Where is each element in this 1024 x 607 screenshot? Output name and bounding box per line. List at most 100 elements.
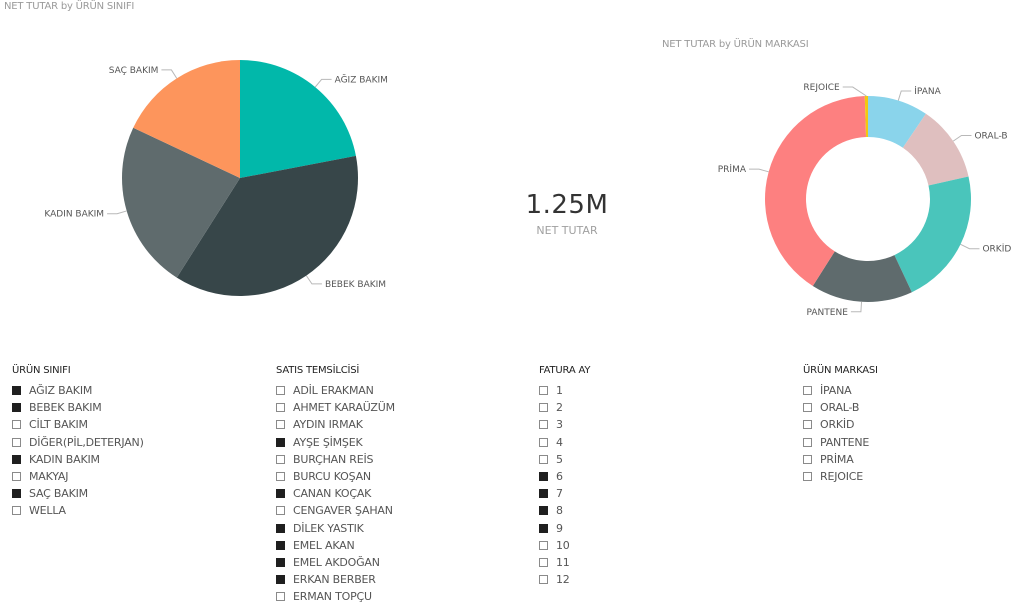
slicer-item[interactable]: DİLEK YASTIK <box>276 520 496 537</box>
checkbox-unchecked-icon[interactable] <box>539 437 548 447</box>
slicer-item[interactable]: 1 <box>539 382 739 399</box>
checkbox-checked-icon[interactable] <box>276 540 285 550</box>
slice-5[interactable] <box>864 96 868 138</box>
checkbox-checked-icon[interactable] <box>12 386 21 396</box>
slicer-item[interactable]: 12 <box>539 571 739 588</box>
checkbox-unchecked-icon[interactable] <box>12 420 21 430</box>
checkbox-unchecked-icon[interactable] <box>539 386 548 396</box>
slicer-item[interactable]: İPANA <box>803 382 1003 399</box>
checkbox-unchecked-icon[interactable] <box>539 403 548 413</box>
checkbox-unchecked-icon[interactable] <box>539 420 548 430</box>
slicer-item[interactable]: 5 <box>539 451 739 468</box>
checkbox-checked-icon[interactable] <box>276 557 285 567</box>
slicer-item[interactable]: 4 <box>539 434 739 451</box>
slicer-item[interactable]: CİLT BAKIM <box>12 416 232 433</box>
slicer-item[interactable]: KADIN BAKIM <box>12 451 232 468</box>
slicer-item[interactable]: ADİL ERAKMAN <box>276 382 496 399</box>
slicer-item[interactable]: 7 <box>539 485 739 502</box>
checkbox-unchecked-icon[interactable] <box>276 454 285 464</box>
slicer-item[interactable]: AHMET KARAÜZÜM <box>276 399 496 416</box>
slicer-item-label: PANTENE <box>820 435 870 449</box>
slicer-item[interactable]: PANTENE <box>803 434 1003 451</box>
checkbox-unchecked-icon[interactable] <box>539 454 548 464</box>
checkbox-checked-icon[interactable] <box>276 523 285 533</box>
slicer-item[interactable]: ORAL-B <box>803 399 1003 416</box>
slice-4[interactable] <box>765 96 867 286</box>
slicer-item-label: EMEL AKAN <box>293 538 355 552</box>
slicer-item-label: SAÇ BAKIM <box>29 487 88 501</box>
slicer-item[interactable]: ORKİD <box>803 416 1003 433</box>
slicer-item[interactable]: EMEL AKDOĞAN <box>276 554 496 571</box>
slice-3[interactable] <box>812 251 912 302</box>
checkbox-unchecked-icon[interactable] <box>276 386 285 396</box>
slicer-item[interactable]: AĞIZ BAKIM <box>12 382 232 399</box>
slicer-item[interactable]: AYŞE ŞİMŞEK <box>276 434 496 451</box>
checkbox-checked-icon[interactable] <box>276 489 285 499</box>
slicer-item[interactable]: 9 <box>539 520 739 537</box>
slicer-item[interactable]: AYDIN IRMAK <box>276 416 496 433</box>
checkbox-unchecked-icon[interactable] <box>803 472 812 482</box>
slicer-item[interactable]: ERMAN TOPÇU <box>276 588 496 605</box>
slicer-item[interactable]: BURCU KOŞAN <box>276 468 496 485</box>
checkbox-unchecked-icon[interactable] <box>276 506 285 516</box>
slice-label: REJOICE <box>803 83 840 93</box>
checkbox-checked-icon[interactable] <box>12 454 21 464</box>
slicer-item[interactable]: DİĞER(PİL,DETERJAN) <box>12 434 232 451</box>
checkbox-unchecked-icon[interactable] <box>276 403 285 413</box>
slicer-item[interactable]: PRİMA <box>803 451 1003 468</box>
checkbox-unchecked-icon[interactable] <box>803 437 812 447</box>
slicer-item-label: 12 <box>556 573 570 587</box>
checkbox-checked-icon[interactable] <box>539 472 548 482</box>
checkbox-unchecked-icon[interactable] <box>276 592 285 602</box>
checkbox-unchecked-icon[interactable] <box>276 472 285 482</box>
slicer-item[interactable]: MAKYAJ <box>12 468 232 485</box>
slicer-item[interactable]: CANAN KOÇAK <box>276 485 496 502</box>
checkbox-unchecked-icon[interactable] <box>12 472 21 482</box>
checkbox-checked-icon[interactable] <box>276 575 285 585</box>
slice-2[interactable] <box>894 176 971 293</box>
slice-0[interactable] <box>868 96 926 148</box>
checkbox-unchecked-icon[interactable] <box>12 437 21 447</box>
checkbox-checked-icon[interactable] <box>539 523 548 533</box>
checkbox-unchecked-icon[interactable] <box>803 420 812 430</box>
slicer-item-label: 9 <box>556 521 563 535</box>
slice-1[interactable] <box>176 155 358 296</box>
slicer-item[interactable]: WELLA <box>12 502 232 519</box>
checkbox-checked-icon[interactable] <box>12 403 21 413</box>
checkbox-unchecked-icon[interactable] <box>539 540 548 550</box>
checkbox-unchecked-icon[interactable] <box>803 386 812 396</box>
slice-3[interactable] <box>133 60 240 178</box>
checkbox-unchecked-icon[interactable] <box>539 557 548 567</box>
slicer-item[interactable]: 3 <box>539 416 739 433</box>
slicer-item[interactable]: 6 <box>539 468 739 485</box>
slice-label: PRİMA <box>718 164 747 175</box>
slicer-item[interactable]: REJOICE <box>803 468 1003 485</box>
slicer-item[interactable]: ERKAN BERBER <box>276 571 496 588</box>
slicer-item[interactable]: 8 <box>539 502 739 519</box>
slicer-item[interactable]: 11 <box>539 554 739 571</box>
slicer-item-label: 1 <box>556 384 563 398</box>
slicer-item[interactable]: 2 <box>539 399 739 416</box>
slice-0[interactable] <box>240 60 356 178</box>
checkbox-unchecked-icon[interactable] <box>803 454 812 464</box>
slicer-item-label: AĞIZ BAKIM <box>29 384 93 398</box>
slice-1[interactable] <box>902 113 969 186</box>
slicer-item[interactable]: 10 <box>539 537 739 554</box>
slice-2[interactable] <box>122 127 240 278</box>
slicer-list: AĞIZ BAKIM BEBEK BAKIM CİLT BAKIM DİĞER(PİL… <box>12 382 232 520</box>
slicer-item[interactable]: EMEL AKAN <box>276 537 496 554</box>
slicer-item-label: BEBEK BAKIM <box>29 401 102 415</box>
checkbox-unchecked-icon[interactable] <box>539 575 548 585</box>
checkbox-unchecked-icon[interactable] <box>803 403 812 413</box>
slicer-item[interactable]: SAÇ BAKIM <box>12 485 232 502</box>
slicer-item[interactable]: BURÇHAN REİS <box>276 451 496 468</box>
leader-line-2 <box>960 243 980 250</box>
slicer-item[interactable]: BEBEK BAKIM <box>12 399 232 416</box>
checkbox-checked-icon[interactable] <box>276 437 285 447</box>
checkbox-unchecked-icon[interactable] <box>12 506 21 516</box>
checkbox-checked-icon[interactable] <box>539 506 548 516</box>
checkbox-checked-icon[interactable] <box>539 489 548 499</box>
checkbox-unchecked-icon[interactable] <box>276 420 285 430</box>
checkbox-checked-icon[interactable] <box>12 489 21 499</box>
slicer-item[interactable]: CENGAVER ŞAHAN <box>276 502 496 519</box>
